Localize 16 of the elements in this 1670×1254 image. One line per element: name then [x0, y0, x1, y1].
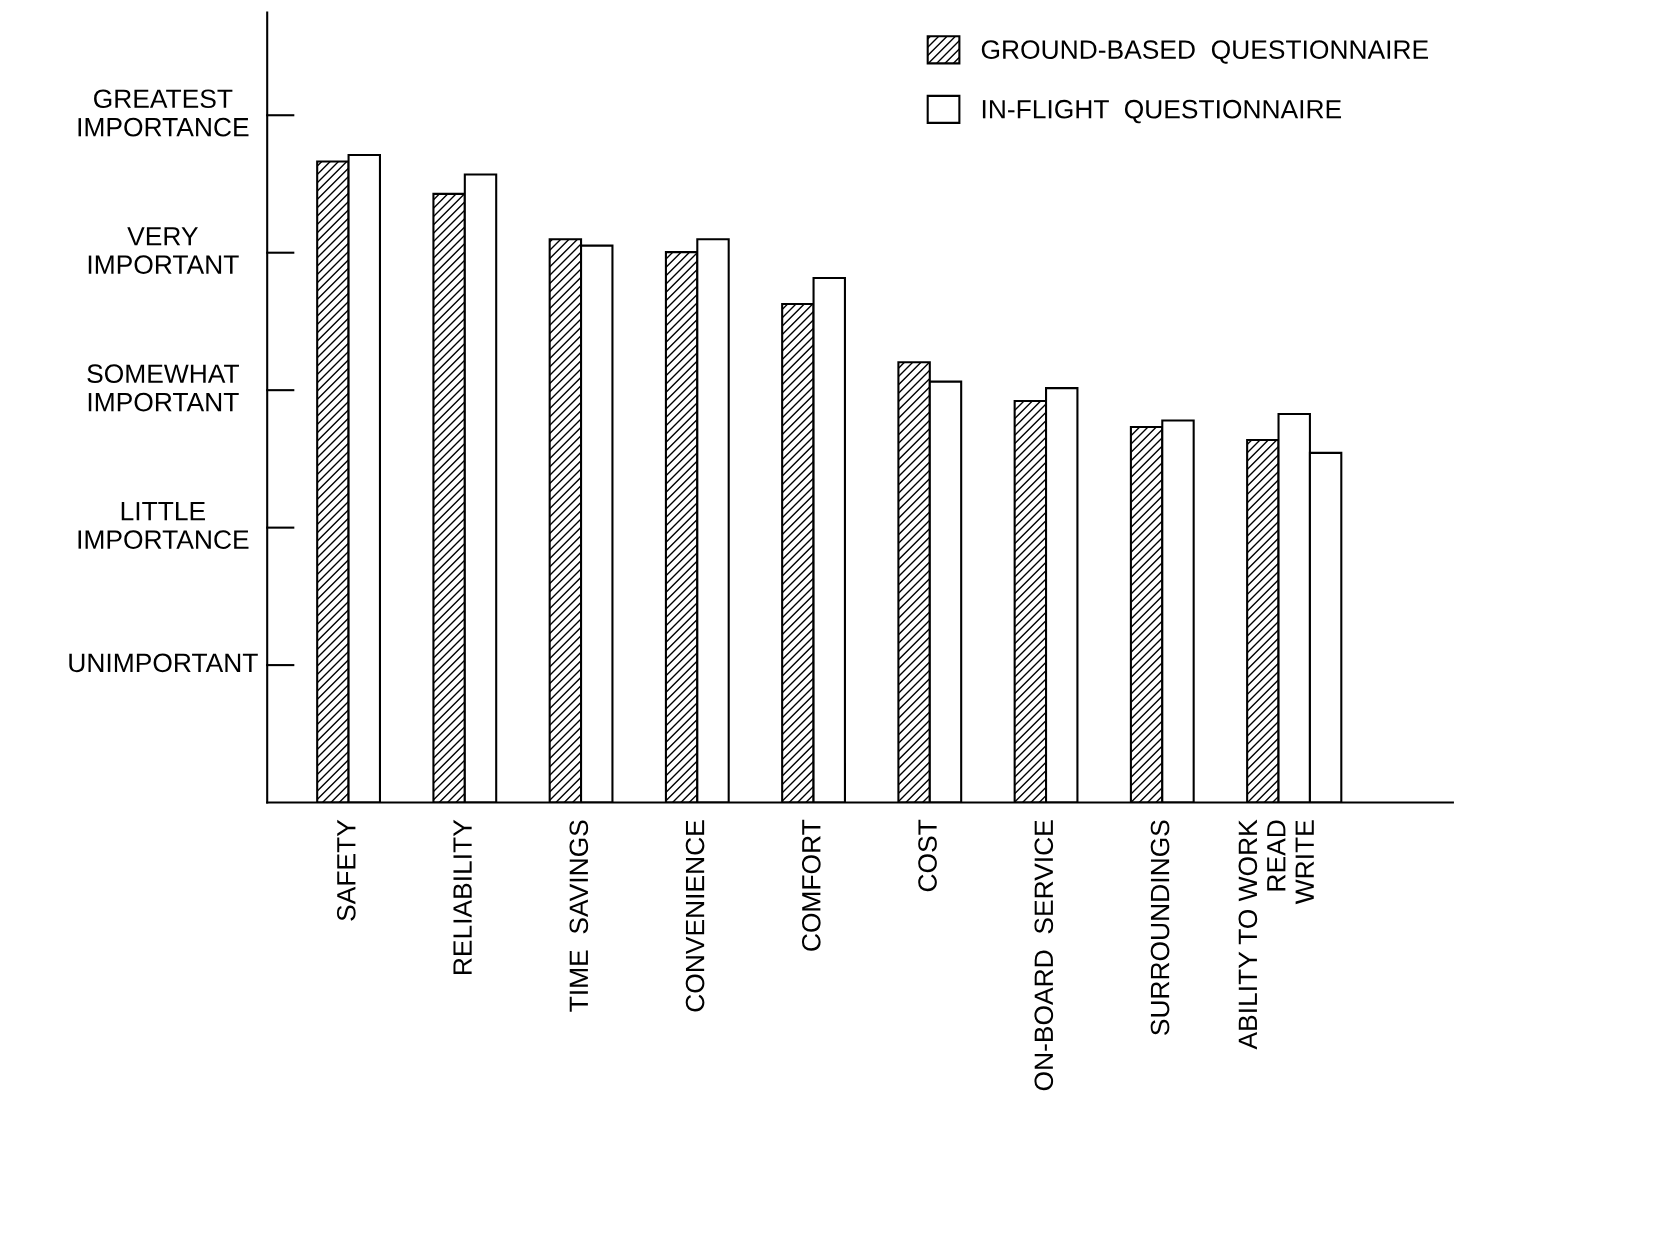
x-tick-label: SURROUNDINGS: [1150, 820, 1170, 1036]
x-tick-label: ON-BOARD SERVICE: [1034, 820, 1054, 1091]
text: GREATEST IMPORTANCE: [78, 89, 249, 137]
x-tick-label: COMFORT: [801, 819, 821, 951]
x-tick-label: CONVENIENCE: [685, 820, 705, 1012]
x-tick-label: TIME SAVINGS: [569, 820, 589, 1012]
x-tick-label: RELIABILITY: [453, 819, 472, 974]
text: VERY IMPORTANT: [88, 227, 239, 274]
legend-label: IN-FLIGHT QUESTIONNAIRE: [982, 99, 1342, 124]
x-tick-label: COST: [918, 819, 937, 892]
x-tick-label: SAFETY: [336, 819, 356, 921]
text: UNIMPORTANT: [69, 653, 258, 673]
text: SOMEWHAT IMPORTANT: [87, 364, 239, 412]
text: LITTLE IMPORTANCE: [78, 502, 249, 549]
legend-label: GROUND-BASED QUESTIONNAIRE: [981, 40, 1429, 64]
x-tick-label: ABILITY TO WORK READ WRITE: [1238, 819, 1314, 1050]
